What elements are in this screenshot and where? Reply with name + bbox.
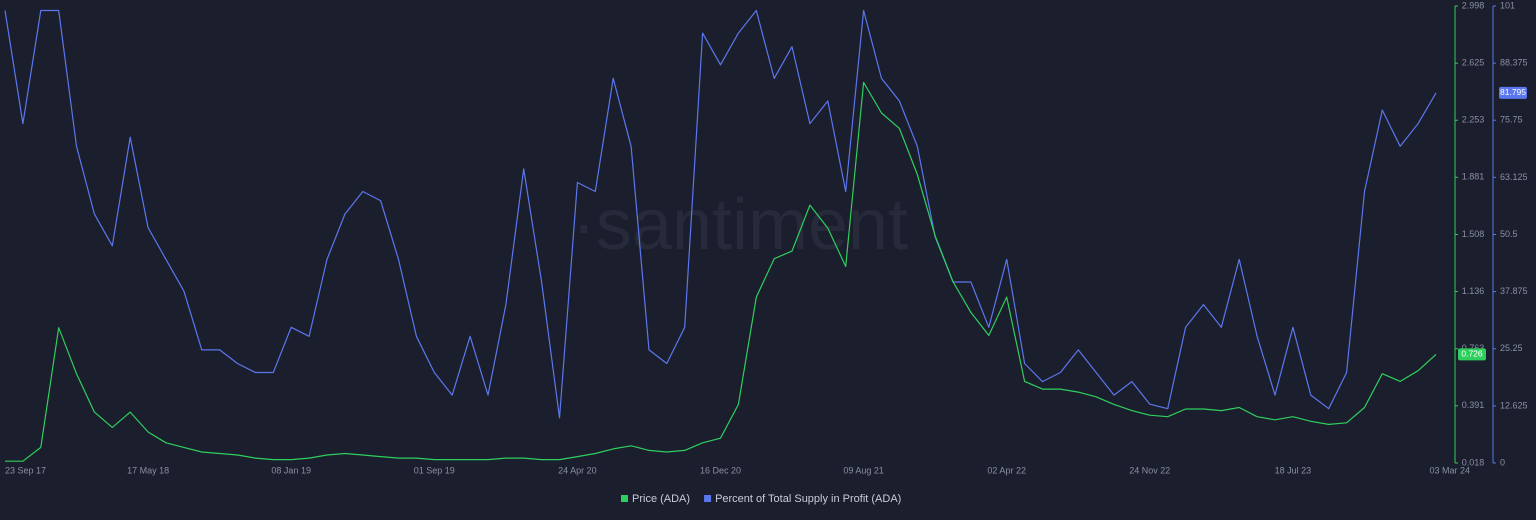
last-value-label: 81.795 [1500, 87, 1526, 97]
watermark: ·santiment [572, 185, 908, 265]
x-tick-label: 17 May 18 [127, 465, 169, 475]
y2-tick-label: 0 [1500, 457, 1505, 467]
y-tick-label: 1.508 [1462, 229, 1485, 239]
y-tick-label: 2.625 [1462, 58, 1485, 68]
x-tick-label: 24 Apr 20 [558, 465, 597, 475]
legend: Price (ADA) Percent of Total Supply in Pr… [621, 493, 901, 505]
x-tick-label: 09 Aug 21 [843, 465, 884, 475]
x-tick-label: 08 Jan 19 [271, 465, 311, 475]
y-tick-label: 2.998 [1462, 0, 1485, 10]
x-tick-label: 23 Sep 17 [5, 465, 46, 475]
x-tick-label: 01 Sep 19 [414, 465, 455, 475]
y2-tick-label: 37.875 [1500, 286, 1528, 296]
x-tick-label: 16 Dec 20 [700, 465, 741, 475]
y2-tick-label: 101 [1500, 0, 1515, 10]
y-tick-label: 1.136 [1462, 286, 1485, 296]
legend-swatch [704, 495, 712, 502]
y-tick-label: 0.763 [1462, 343, 1485, 353]
last-value-badge [1458, 348, 1486, 361]
series-line [5, 81, 1437, 462]
x-tick-label: 02 Apr 22 [987, 465, 1026, 475]
y2-tick-label: 75.75 [1500, 115, 1523, 125]
x-tick-label: 18 Jul 23 [1275, 465, 1312, 475]
x-tick-label: 24 Nov 22 [1129, 465, 1170, 475]
y-tick-label: 0.391 [1462, 400, 1485, 410]
y-tick-label: 1.881 [1462, 172, 1485, 182]
y-tick-label: 2.253 [1462, 115, 1485, 125]
y2-tick-label: 88.375 [1500, 58, 1528, 68]
last-value-badge [1499, 86, 1527, 99]
x-tick-label: 03 Mar 24 [1429, 465, 1470, 475]
y2-tick-label: 50.5 [1500, 229, 1518, 239]
y2-tick-label: 12.625 [1500, 400, 1528, 410]
y-tick-label: 0.018 [1462, 457, 1485, 467]
series-line [4, 9, 1437, 419]
y2-tick-label: 25.25 [1500, 343, 1523, 353]
last-value-label: 0.726 [1461, 349, 1483, 359]
y2-tick-label: 63.125 [1500, 172, 1528, 182]
legend-swatch [621, 495, 628, 502]
legend-label: Price (ADA) [632, 493, 690, 505]
legend-label: Percent of Total Supply in Profit (ADA) [715, 493, 901, 505]
